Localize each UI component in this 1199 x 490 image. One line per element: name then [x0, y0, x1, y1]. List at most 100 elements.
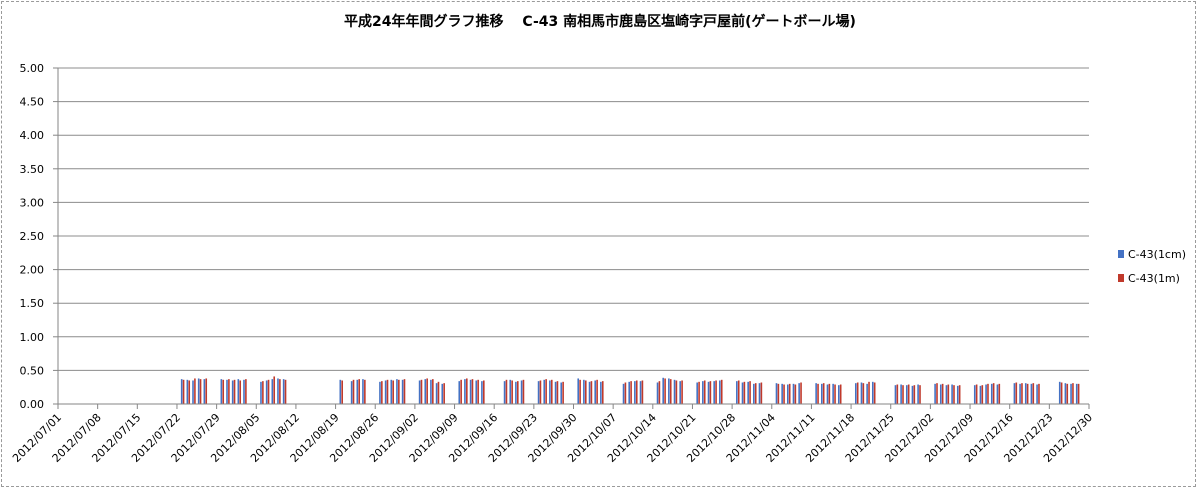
bar	[466, 378, 468, 404]
bar	[554, 381, 557, 404]
bar	[760, 382, 763, 404]
bar	[664, 378, 666, 404]
bar	[203, 379, 206, 404]
bar	[715, 380, 717, 404]
bar	[681, 380, 683, 404]
bar	[228, 379, 230, 404]
bar	[1066, 383, 1069, 404]
bar	[600, 381, 602, 404]
bar	[794, 384, 797, 404]
bar	[1021, 383, 1023, 404]
bar	[364, 379, 366, 404]
bar	[522, 379, 525, 404]
bar	[862, 383, 865, 404]
bar	[339, 379, 342, 404]
bar	[443, 383, 445, 404]
bar	[658, 381, 661, 404]
bar	[630, 381, 632, 404]
bar	[624, 382, 627, 404]
bar	[998, 383, 1001, 404]
bar	[1026, 383, 1029, 404]
bar	[958, 385, 961, 404]
bar	[352, 379, 355, 404]
bar	[233, 379, 236, 404]
bar	[1015, 382, 1018, 404]
bar	[284, 379, 287, 404]
bar	[720, 379, 723, 404]
bar	[747, 381, 749, 404]
chart-title: 平成24年年間グラフ推移 C-43 南相馬市鹿島区塩崎字戸屋前(ゲートボール場)	[344, 13, 856, 30]
bar	[277, 378, 279, 404]
bar	[913, 385, 916, 404]
bar	[987, 383, 989, 404]
bar	[435, 383, 438, 404]
bar	[503, 381, 506, 404]
bar	[358, 379, 360, 404]
bar	[543, 379, 546, 404]
bar	[475, 380, 478, 404]
bar	[596, 379, 598, 404]
bar	[381, 381, 383, 404]
bar	[239, 380, 242, 404]
bar	[594, 380, 597, 404]
bar	[675, 380, 678, 404]
bar	[199, 379, 202, 404]
bar	[401, 379, 404, 404]
bar	[226, 379, 228, 404]
bar	[719, 380, 721, 404]
bar	[1064, 383, 1067, 404]
bar	[868, 381, 870, 404]
y-axis-ticks: 0.00 0.50 1.00 1.50 2.00 2.50 3.00 3.50 4.00 4.50…	[20, 62, 45, 411]
bar	[441, 383, 444, 404]
bar	[775, 383, 778, 404]
bar	[424, 379, 427, 404]
bar	[437, 381, 440, 404]
bar	[953, 385, 955, 404]
bar	[350, 381, 353, 404]
bar	[788, 383, 791, 404]
bar	[985, 384, 987, 404]
bar	[941, 383, 944, 404]
bar	[469, 379, 472, 404]
bar	[560, 382, 563, 404]
bar	[577, 378, 580, 404]
bar	[900, 384, 902, 404]
y-tick-label: 4.00	[20, 129, 45, 142]
bar	[1077, 383, 1080, 404]
bar	[754, 383, 757, 404]
bar	[838, 385, 840, 404]
bar	[398, 379, 400, 404]
bar	[1019, 383, 1021, 404]
bar	[981, 385, 984, 404]
bar	[703, 380, 706, 404]
bar	[866, 383, 868, 404]
bar	[601, 381, 604, 404]
bar	[517, 381, 519, 404]
bar	[798, 383, 800, 404]
bar	[279, 379, 281, 404]
gridlines	[58, 67, 1089, 371]
bar	[273, 376, 276, 404]
bar	[919, 385, 921, 404]
bar	[509, 379, 512, 404]
bar	[477, 379, 479, 404]
bar	[635, 380, 638, 404]
bar	[696, 382, 698, 404]
bar	[996, 384, 999, 404]
bar	[907, 384, 910, 404]
bar	[911, 385, 914, 404]
bar	[902, 385, 904, 404]
bar	[356, 379, 359, 404]
bar	[781, 383, 783, 404]
bar	[975, 384, 978, 404]
bar	[917, 384, 919, 404]
bar	[222, 379, 225, 404]
bar	[458, 381, 461, 404]
bar	[821, 383, 823, 404]
bar	[430, 379, 432, 404]
bar	[426, 378, 428, 404]
bar	[182, 379, 185, 404]
bar	[220, 379, 223, 404]
